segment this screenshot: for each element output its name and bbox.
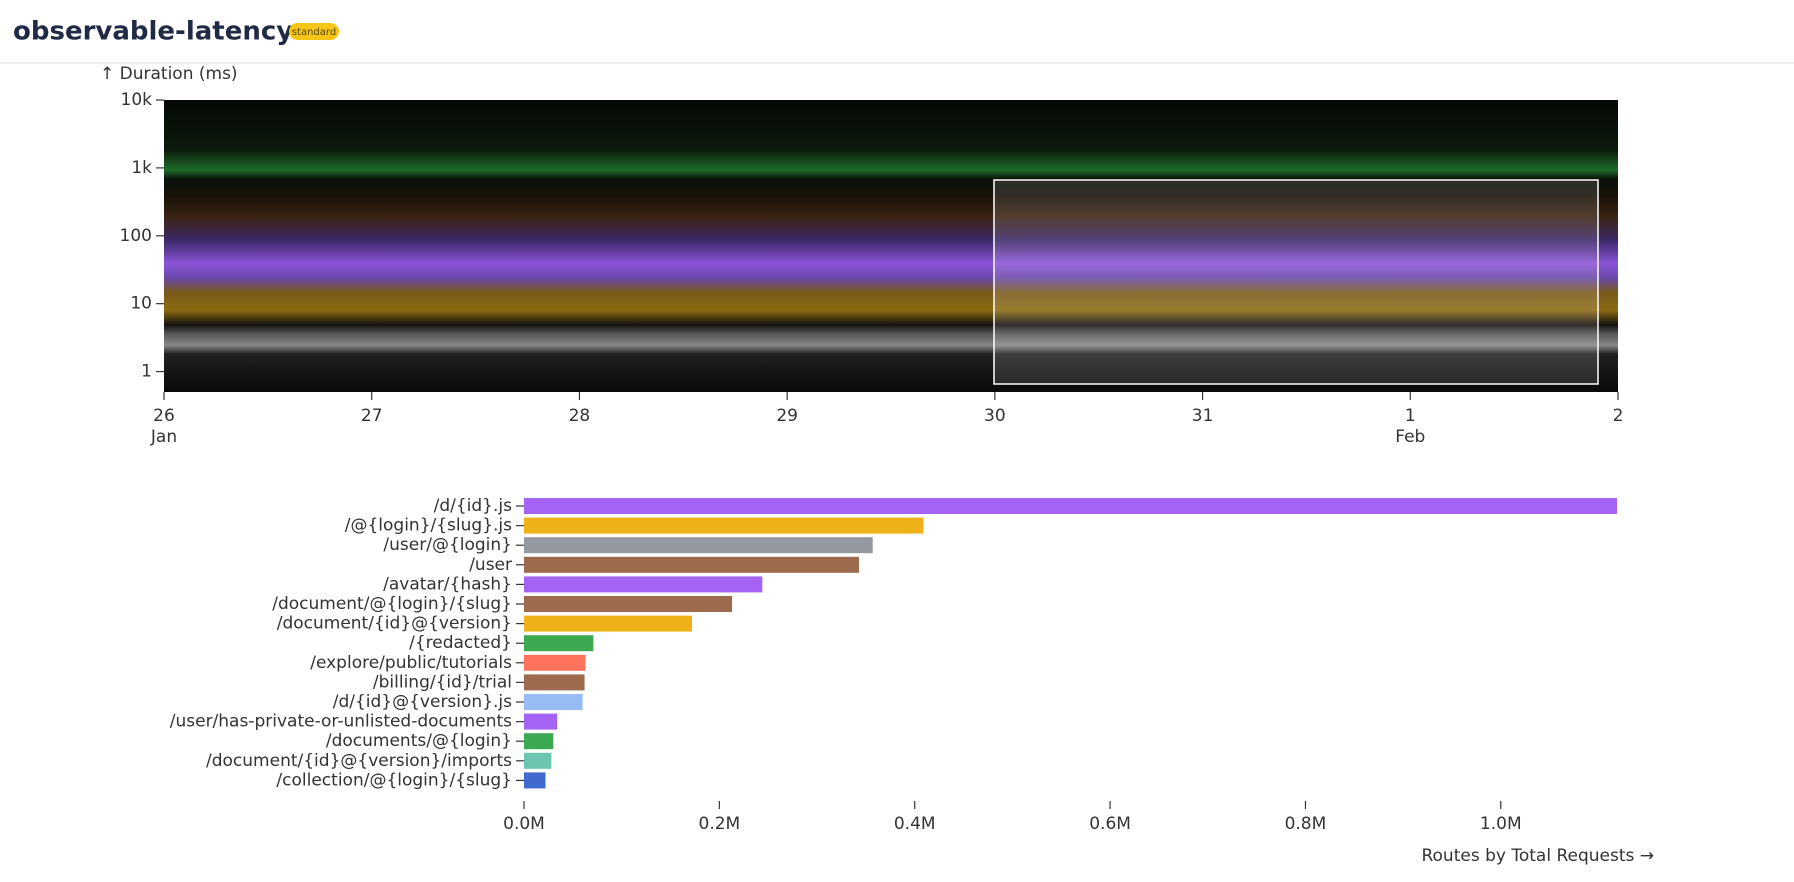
category-label: /@{login}/{slug}.js [345,516,512,536]
category-label: /user [469,555,512,575]
bar [524,596,733,612]
category-label: /d/{id}.js [434,496,513,516]
y-tick-label: 1 [141,362,152,382]
x-tick-label: 28 [569,406,591,426]
x-axis-label: Routes by Total Requests → [1421,846,1654,866]
x-tick-label: 0.8M [1285,814,1327,834]
bar [524,537,873,554]
x-tick-label: 1.0M [1480,814,1522,834]
category-label: /document/{id}@{version} [277,614,512,634]
category-label: /explore/public/tutorials [310,653,512,673]
bar [524,517,924,534]
category-label: /document/@{login}/{slug} [272,594,512,614]
bar [524,733,554,750]
category-label: /documents/@{login} [326,731,512,751]
x-month-label: Jan [150,427,177,447]
x-tick-label: 30 [984,406,1006,426]
bar [524,635,594,652]
category-label: /d/{id}@{version}.js [333,692,512,712]
bar [524,654,586,671]
x-tick-label: 27 [361,406,383,426]
x-tick-label: 0.6M [1089,814,1131,834]
badge [289,23,339,40]
y-axis-label: ↑ Duration (ms) [100,64,238,84]
bar [524,615,693,632]
bar [524,713,558,730]
y-tick-label: 1k [131,158,152,178]
bar [524,772,546,789]
y-tick-label: 100 [120,226,152,246]
category-label: /billing/{id}/trial [373,672,512,692]
x-tick-label: 0.4M [894,814,936,834]
category-label: /document/{id}@{version}/imports [206,751,512,771]
x-tick-label: 29 [776,406,798,426]
x-tick-label: 31 [1192,406,1214,426]
x-tick-label: 0.0M [503,814,545,834]
bar [524,498,1618,514]
bar [524,674,585,691]
bar [524,752,552,769]
latency-raster [164,100,1618,392]
brush-selection[interactable] [993,179,1599,385]
category-label: /collection/@{login}/{slug} [276,770,512,790]
x-tick-label: 0.2M [699,814,741,834]
bar [524,576,763,593]
category-label: /{redacted} [409,633,512,653]
y-tick-label: 10k [121,90,153,110]
category-label: /user/has-private-or-unlisted-documents [170,712,512,732]
x-tick-label: 2 [1613,406,1624,426]
x-tick-label: 26 [153,406,175,426]
bar [524,694,583,710]
bar [524,556,860,573]
category-label: /user/@{login} [383,535,512,555]
category-label: /avatar/{hash} [383,574,512,594]
badge-text: standard [292,27,336,38]
app-title: observable-latency [13,17,293,47]
x-month-label: Feb [1395,427,1425,447]
y-tick-label: 10 [130,294,152,314]
x-tick-label: 1 [1405,406,1416,426]
